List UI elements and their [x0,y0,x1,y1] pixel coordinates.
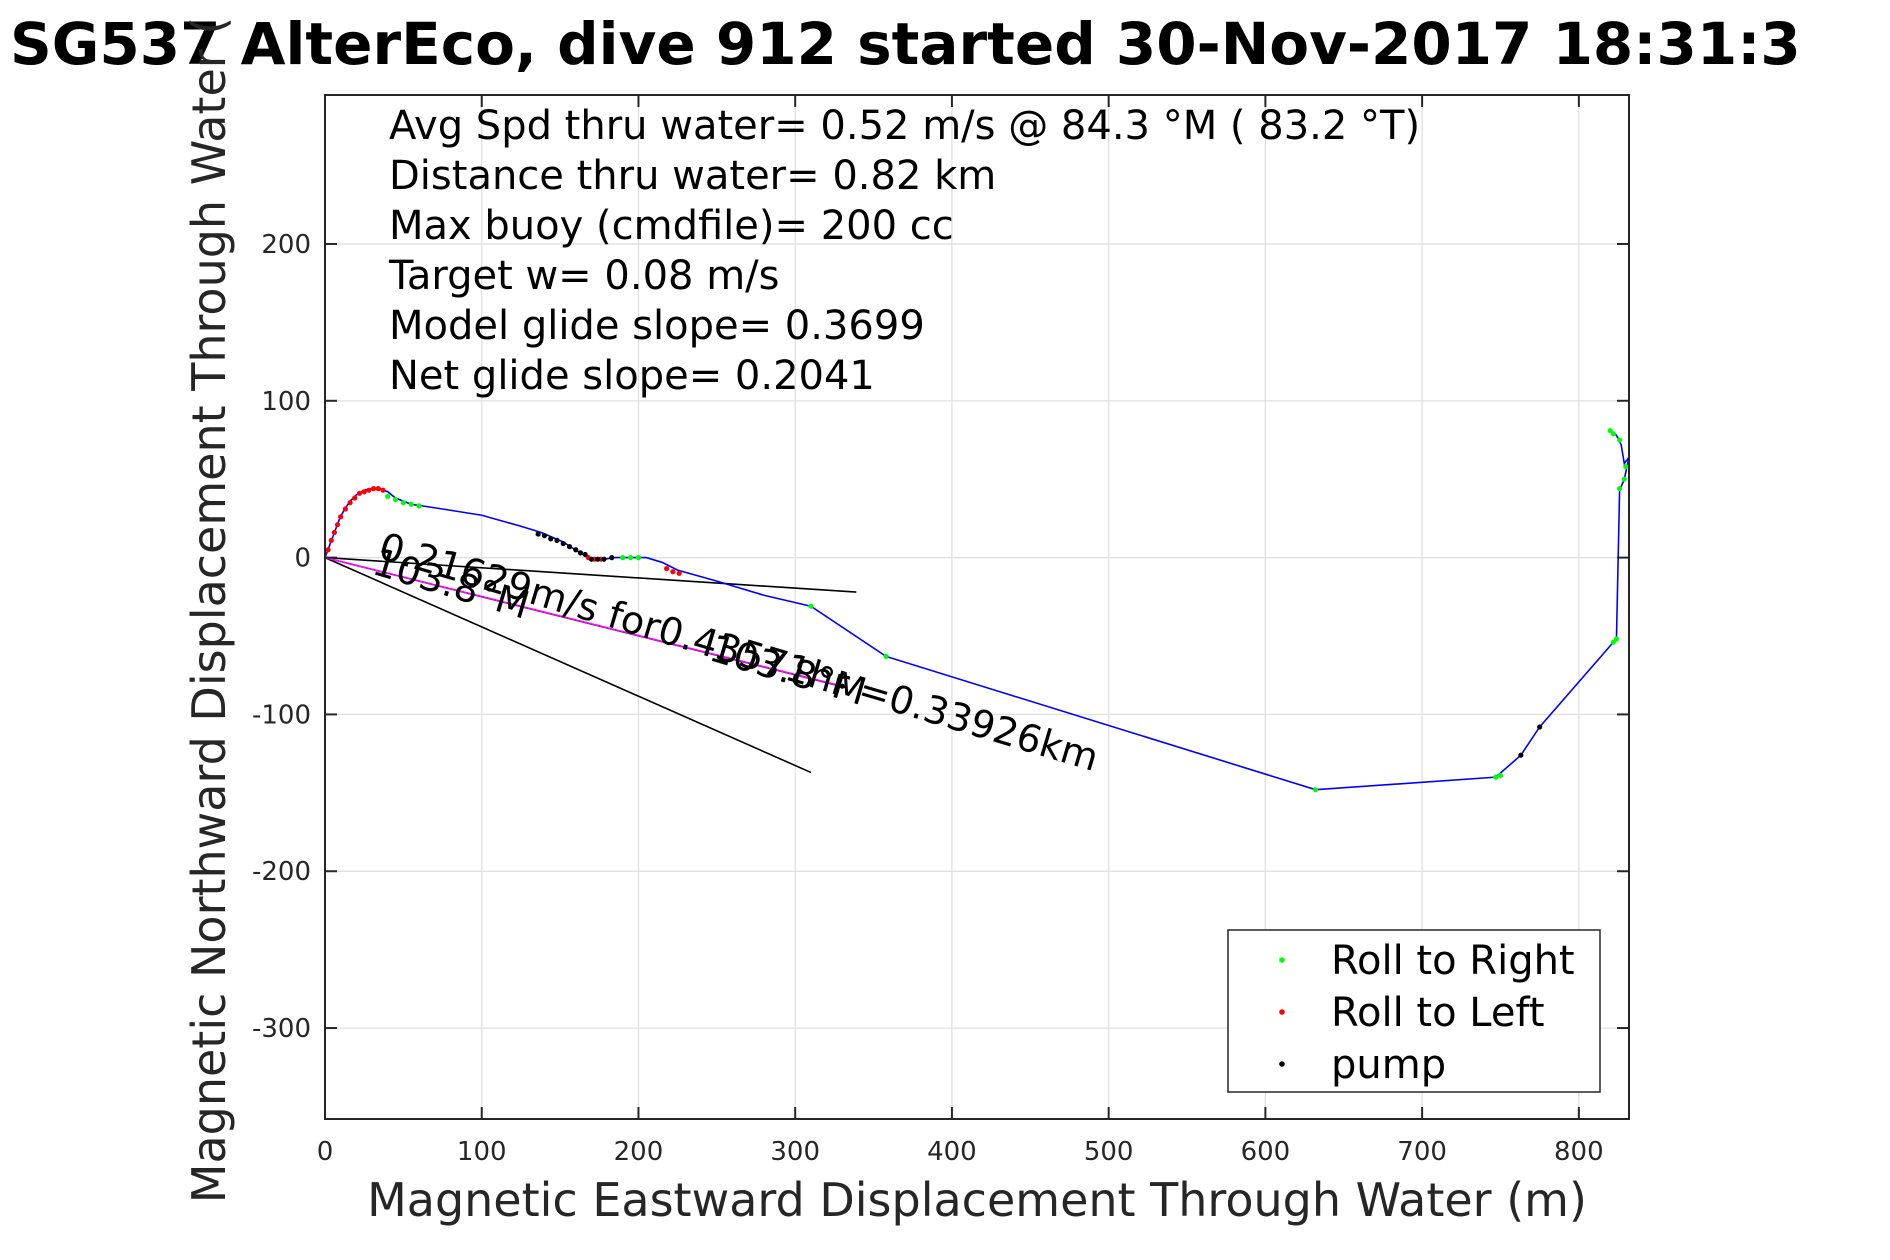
point-roll-to-right [392,496,399,503]
legend-marker [1279,1009,1285,1015]
point-roll-to-left [347,500,353,506]
info-line: Max buoy (cmdfile)= 200 cc [389,203,954,249]
y-axis-label: Magnetic Northward Displacement Through … [182,17,236,1203]
x-tick-label: 500 [1084,1137,1134,1167]
point-pump [839,683,845,689]
info-line: Model glide slope= 0.3699 [389,303,925,349]
x-tick-label: 100 [457,1137,507,1167]
point-pump [1537,724,1543,730]
annotation-text: 103.8°M [705,626,871,714]
point-pump [560,540,566,547]
legend-marker [1279,957,1285,963]
point-pump [595,556,601,562]
point-roll-to-left [334,522,341,528]
reference-line [324,556,812,774]
point-roll-to-right [1616,486,1623,492]
point-roll-to-right [416,503,422,509]
point-roll-to-right [1497,772,1504,779]
series-line-dac-segment [324,556,843,687]
x-axis-label: Magnetic Eastward Displacement Through W… [367,1173,1587,1227]
reference-line [324,556,857,593]
y-tick-label: 100 [261,387,311,417]
point-roll-to-left [366,487,372,493]
point-pump [573,547,579,553]
point-roll-to-left [380,487,386,493]
legend-label: Roll to Right [1331,938,1575,984]
info-line: Net glide slope= 0.2041 [389,353,875,399]
point-pump [554,537,560,543]
point-roll-to-right [400,500,406,506]
point-roll-to-left [670,569,676,575]
point-roll-to-right [385,493,391,500]
legend: Roll to Right Roll to Left pump [1227,929,1601,1093]
point-roll-to-right [620,555,626,561]
info-text-block: Avg Spd thru water= 0.52 m/s @ 84.3 °M (… [388,103,1420,399]
info-line: Avg Spd thru water= 0.52 m/s @ 84.3 °M (… [389,103,1420,149]
x-tick-label: 800 [1554,1137,1604,1167]
point-roll-to-left [370,486,377,492]
point-roll-to-left [328,537,334,543]
grid-lines [324,95,1629,1119]
point-roll-to-right [1613,636,1620,642]
axis-ticks: 0 100 200 300 400 500 600 700 800 200 100 0 -100 -200… [252,95,1629,1167]
point-pump [548,536,554,542]
x-tick-label: 700 [1397,1137,1447,1167]
point-pump [566,544,573,550]
chart-title: SG537 AlterEco, dive 912 started 30-Nov-… [10,10,1801,78]
point-pump [609,555,615,561]
point-pump [601,556,607,562]
y-tick-label: -200 [252,857,311,887]
point-roll-to-right [883,653,889,659]
point-roll-to-left [331,529,338,536]
point-roll-to-right [1621,476,1627,482]
point-roll-to-left [676,570,682,576]
point-roll-to-left [375,486,381,492]
y-tick-label: -100 [252,700,311,730]
info-line: Distance thru water= 0.82 km [389,153,996,199]
markers-group [325,427,1629,793]
point-roll-to-left [342,506,348,512]
point-roll-to-left [361,489,367,495]
point-roll-to-right [1312,787,1319,793]
point-roll-to-right [1607,427,1613,434]
point-roll-to-right [1616,437,1623,443]
point-roll-to-left [325,547,331,553]
x-tick-label: 400 [927,1137,977,1167]
y-tick-label: -300 [252,1014,311,1044]
x-tick-label: 200 [614,1137,664,1167]
point-pump [541,533,548,539]
info-line: Target w= 0.08 m/s [388,253,779,299]
point-roll-to-left [352,495,358,501]
x-tick-label: 0 [317,1137,334,1167]
point-roll-to-right [808,603,814,609]
point-roll-to-left [338,514,344,520]
point-roll-to-right [1623,464,1629,470]
point-pump [577,550,584,556]
legend-label: Roll to Left [1331,990,1545,1036]
point-roll-to-left [356,490,363,496]
legend-box [1227,929,1601,1093]
y-tick-label: 0 [294,544,311,574]
annotations: 0.21629m/s for0.43571hr =0.33926km103.8°… [368,524,1104,780]
point-roll-to-right [628,555,634,561]
point-roll-to-right [635,555,642,561]
point-roll-to-left [664,565,670,572]
point-pump [535,531,541,537]
point-pump [588,556,595,562]
x-tick-label: 300 [770,1137,820,1167]
y-tick-label: 200 [261,230,311,260]
point-pump [582,551,588,558]
legend-marker [1279,1061,1285,1067]
x-tick-label: 600 [1241,1137,1291,1167]
point-roll-to-right [1493,774,1499,780]
legend-label: pump [1331,1042,1446,1088]
plot-frame [324,94,1630,1120]
point-pump [1518,752,1524,758]
point-roll-to-right [408,501,414,507]
